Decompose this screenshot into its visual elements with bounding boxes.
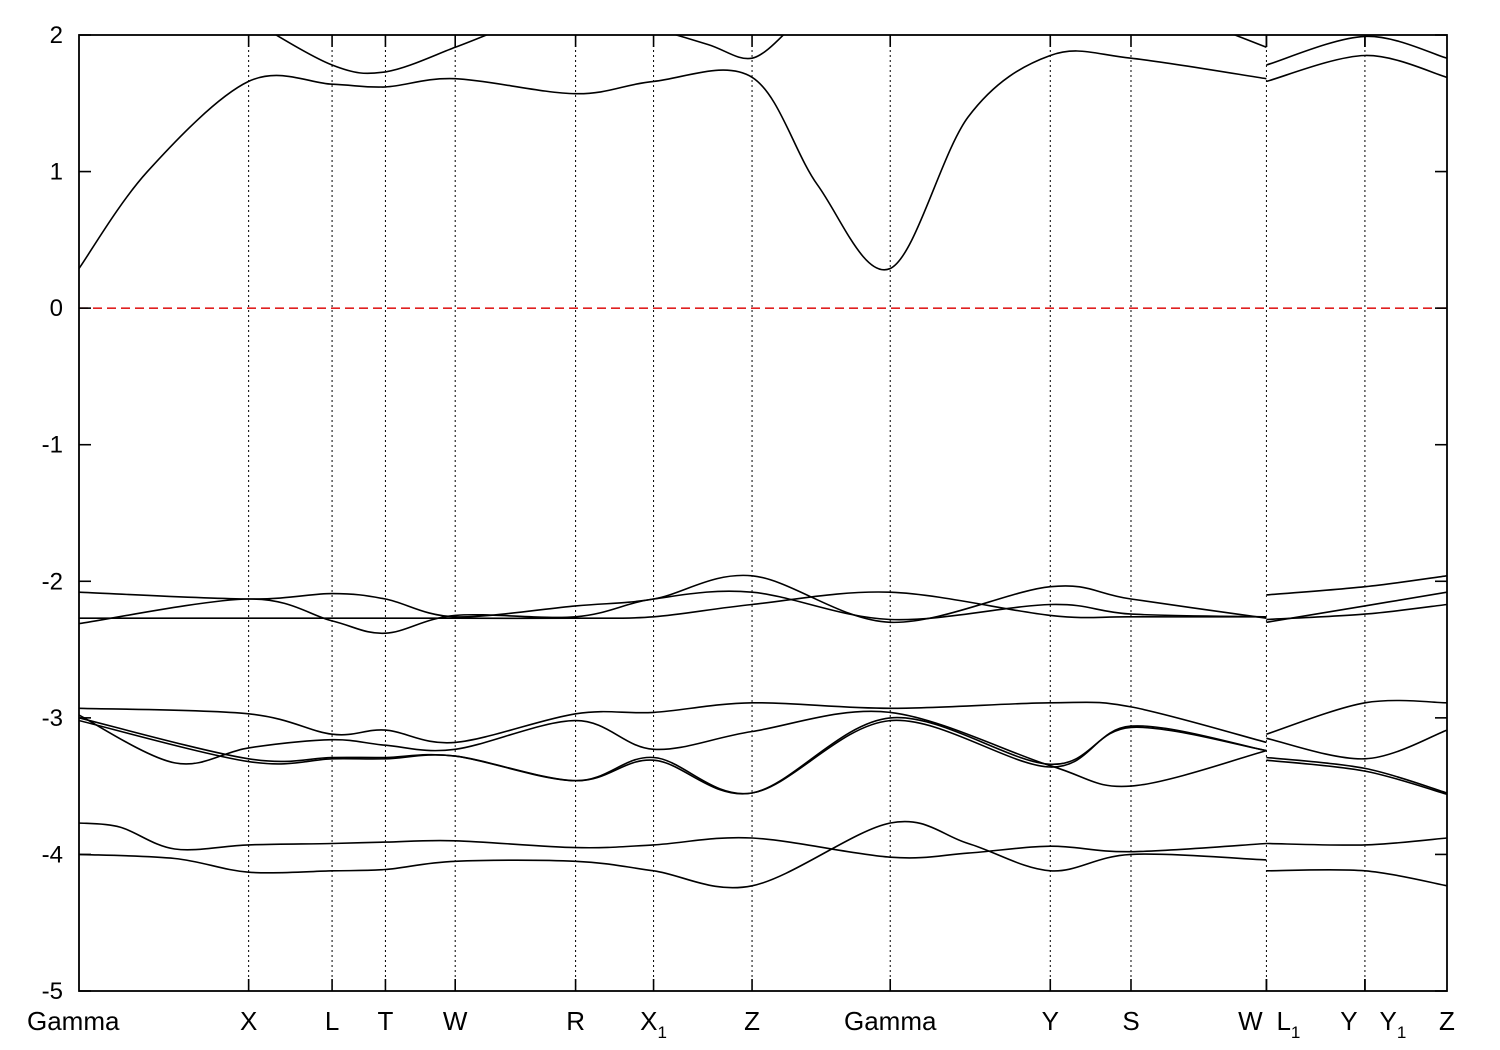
kpoint-label: W xyxy=(1238,1006,1263,1036)
kpoint-label: Gamma xyxy=(844,1006,937,1036)
band-line-12 xyxy=(1266,603,1447,621)
band-line-18 xyxy=(1266,729,1447,760)
band-line-20 xyxy=(1266,759,1447,796)
y-tick-label: -4 xyxy=(42,841,63,868)
plot-frame xyxy=(78,34,1448,992)
y-tick-label: -5 xyxy=(42,978,63,1005)
kpoint-label: Z xyxy=(1439,1006,1455,1036)
band-line-8 xyxy=(79,590,1267,635)
band-line-14 xyxy=(79,717,1267,795)
band-line-24 xyxy=(1266,868,1447,887)
kpoint-label: X1 xyxy=(640,1006,667,1042)
y-tick-label: -1 xyxy=(42,432,63,459)
kpoint-label: T xyxy=(377,1006,393,1036)
kpoint-label: L1 xyxy=(1276,1006,1300,1042)
band-line-23 xyxy=(1266,837,1447,846)
band-line-9 xyxy=(79,591,1267,620)
kpoint-label: Y xyxy=(1340,1006,1357,1036)
band-line-6 xyxy=(1232,35,1267,49)
kpoint-label: S xyxy=(1122,1006,1139,1036)
y-tick-label: -2 xyxy=(42,568,63,595)
kpoint-label: Gamma xyxy=(27,1006,120,1036)
band-line-19 xyxy=(1266,756,1447,794)
y-tick-label: 1 xyxy=(50,159,63,186)
y-tick-label: 2 xyxy=(50,22,63,49)
kpoint-label: R xyxy=(566,1006,585,1036)
kpoint-label: Y1 xyxy=(1380,1006,1407,1042)
band-line-10 xyxy=(1266,575,1447,596)
y-tick-label: -3 xyxy=(42,705,63,732)
band-line-16 xyxy=(79,716,1267,795)
band-line-17 xyxy=(1266,699,1447,735)
band-line-21 xyxy=(79,822,1267,859)
kpoint-label: Z xyxy=(744,1006,760,1036)
band-line-13 xyxy=(79,701,1267,744)
kpoint-label: L xyxy=(325,1006,339,1036)
y-tick-label: 0 xyxy=(50,295,63,322)
band-line-22 xyxy=(79,820,1267,889)
band-line-1 xyxy=(79,50,1267,271)
band-line-4 xyxy=(274,35,489,75)
band-line-15 xyxy=(79,710,1267,788)
kpoint-label: W xyxy=(443,1006,468,1036)
kpoint-label: Y xyxy=(1042,1006,1059,1036)
band-line-2 xyxy=(1266,54,1447,83)
kpoint-label: X xyxy=(240,1006,257,1036)
